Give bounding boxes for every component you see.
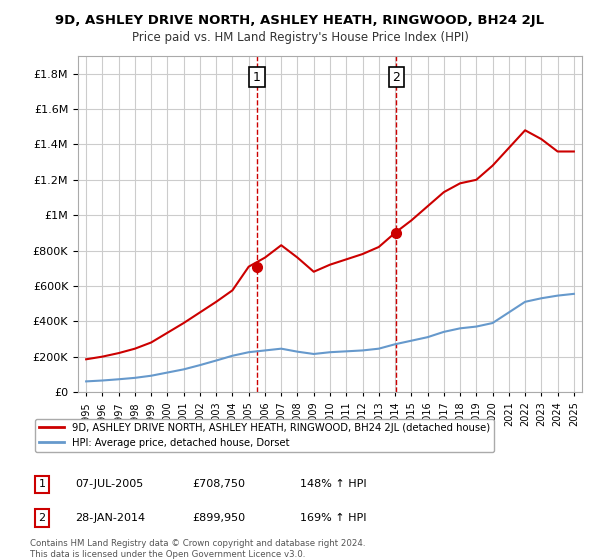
Text: 2: 2 xyxy=(392,71,400,84)
Legend: 9D, ASHLEY DRIVE NORTH, ASHLEY HEATH, RINGWOOD, BH24 2JL (detached house), HPI: : 9D, ASHLEY DRIVE NORTH, ASHLEY HEATH, RI… xyxy=(35,419,494,452)
Text: This data is licensed under the Open Government Licence v3.0.: This data is licensed under the Open Gov… xyxy=(30,550,305,559)
Text: 28-JAN-2014: 28-JAN-2014 xyxy=(75,513,145,523)
Text: £899,950: £899,950 xyxy=(192,513,245,523)
Text: Price paid vs. HM Land Registry's House Price Index (HPI): Price paid vs. HM Land Registry's House … xyxy=(131,31,469,44)
Text: 07-JUL-2005: 07-JUL-2005 xyxy=(75,479,143,489)
Text: 2: 2 xyxy=(38,513,46,523)
Text: 9D, ASHLEY DRIVE NORTH, ASHLEY HEATH, RINGWOOD, BH24 2JL: 9D, ASHLEY DRIVE NORTH, ASHLEY HEATH, RI… xyxy=(55,14,545,27)
Text: Contains HM Land Registry data © Crown copyright and database right 2024.: Contains HM Land Registry data © Crown c… xyxy=(30,539,365,548)
Text: 1: 1 xyxy=(253,71,261,84)
Text: £708,750: £708,750 xyxy=(192,479,245,489)
Text: 169% ↑ HPI: 169% ↑ HPI xyxy=(300,513,367,523)
Text: 148% ↑ HPI: 148% ↑ HPI xyxy=(300,479,367,489)
Text: 1: 1 xyxy=(38,479,46,489)
